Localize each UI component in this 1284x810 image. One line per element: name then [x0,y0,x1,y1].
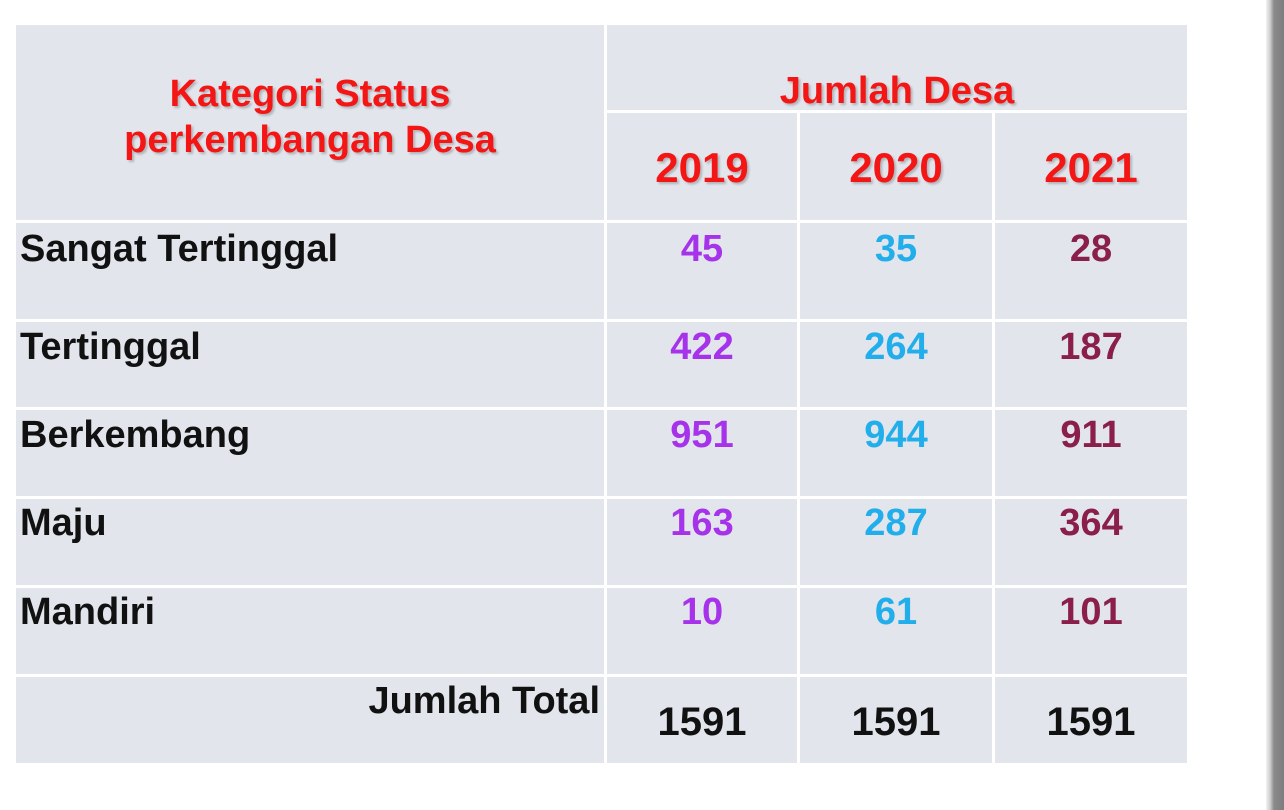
total-2020: 1591 [851,700,941,744]
table-cell [995,499,1187,585]
year-header-2021: 2021 [1044,144,1138,191]
year-header-2019-cell [607,113,797,220]
total-2019: 1591 [657,700,747,744]
value-2019: 45 [680,228,724,270]
value-2020: 264 [864,326,928,368]
table-cell [800,410,992,496]
value-2021: 364 [1059,502,1123,544]
value-2021: 101 [1059,591,1123,633]
table-cell [800,677,992,763]
value-2021: 911 [1060,414,1122,456]
table-cell [995,588,1187,674]
table-cell [800,223,992,319]
category-header: Kategori Status perkembangan Desa [16,25,604,220]
row-label-mandiri: Mandiri [20,591,156,633]
window-edge-shadow [1266,0,1284,810]
year-header-2020-cell [800,113,992,220]
year-header-2021-cell [995,113,1187,220]
table-cell [800,322,992,407]
row-label-maju: Maju [20,502,107,544]
table-cell [800,499,992,585]
jumlah-desa-header-label: Jumlah Desa [779,70,1015,112]
table-cell [995,677,1187,763]
total-label: Jumlah Total [368,680,600,722]
value-2020: 61 [874,591,918,633]
table-row [16,588,604,674]
value-2021: 187 [1059,326,1123,368]
row-label-sangat-tertinggal: Sangat Tertinggal [20,228,339,270]
year-header-2020: 2020 [849,144,943,191]
row-label-tertinggal: Tertinggal [20,326,201,368]
value-2019: 163 [670,502,734,544]
value-2020: 944 [864,414,928,456]
table-row [16,499,604,585]
value-2019: 951 [670,414,734,456]
row-label-berkembang: Berkembang [20,414,251,456]
value-2019: 10 [680,591,724,633]
total-2021: 1591 [1046,700,1136,744]
table-row [16,223,604,319]
table-cell [995,322,1187,407]
jumlah-desa-header [607,25,1187,110]
value-2020: 287 [864,502,928,544]
table-cell [607,499,797,585]
table-cell [607,322,797,407]
total-row [16,677,604,763]
table-row [16,410,604,496]
year-header-2019: 2019 [655,144,749,191]
table-row [16,322,604,407]
table-cell [800,588,992,674]
category-header-line1: Kategori Status [169,72,451,115]
table-cell [607,223,797,319]
value-2020: 35 [874,228,918,270]
value-2019: 422 [670,326,734,368]
table-cell [607,410,797,496]
category-header-line2: perkembangan Desa [124,118,496,161]
table-cell [607,588,797,674]
value-2021: 28 [1069,228,1113,270]
table-cell [995,410,1187,496]
table-cell [607,677,797,763]
table-cell [995,223,1187,319]
